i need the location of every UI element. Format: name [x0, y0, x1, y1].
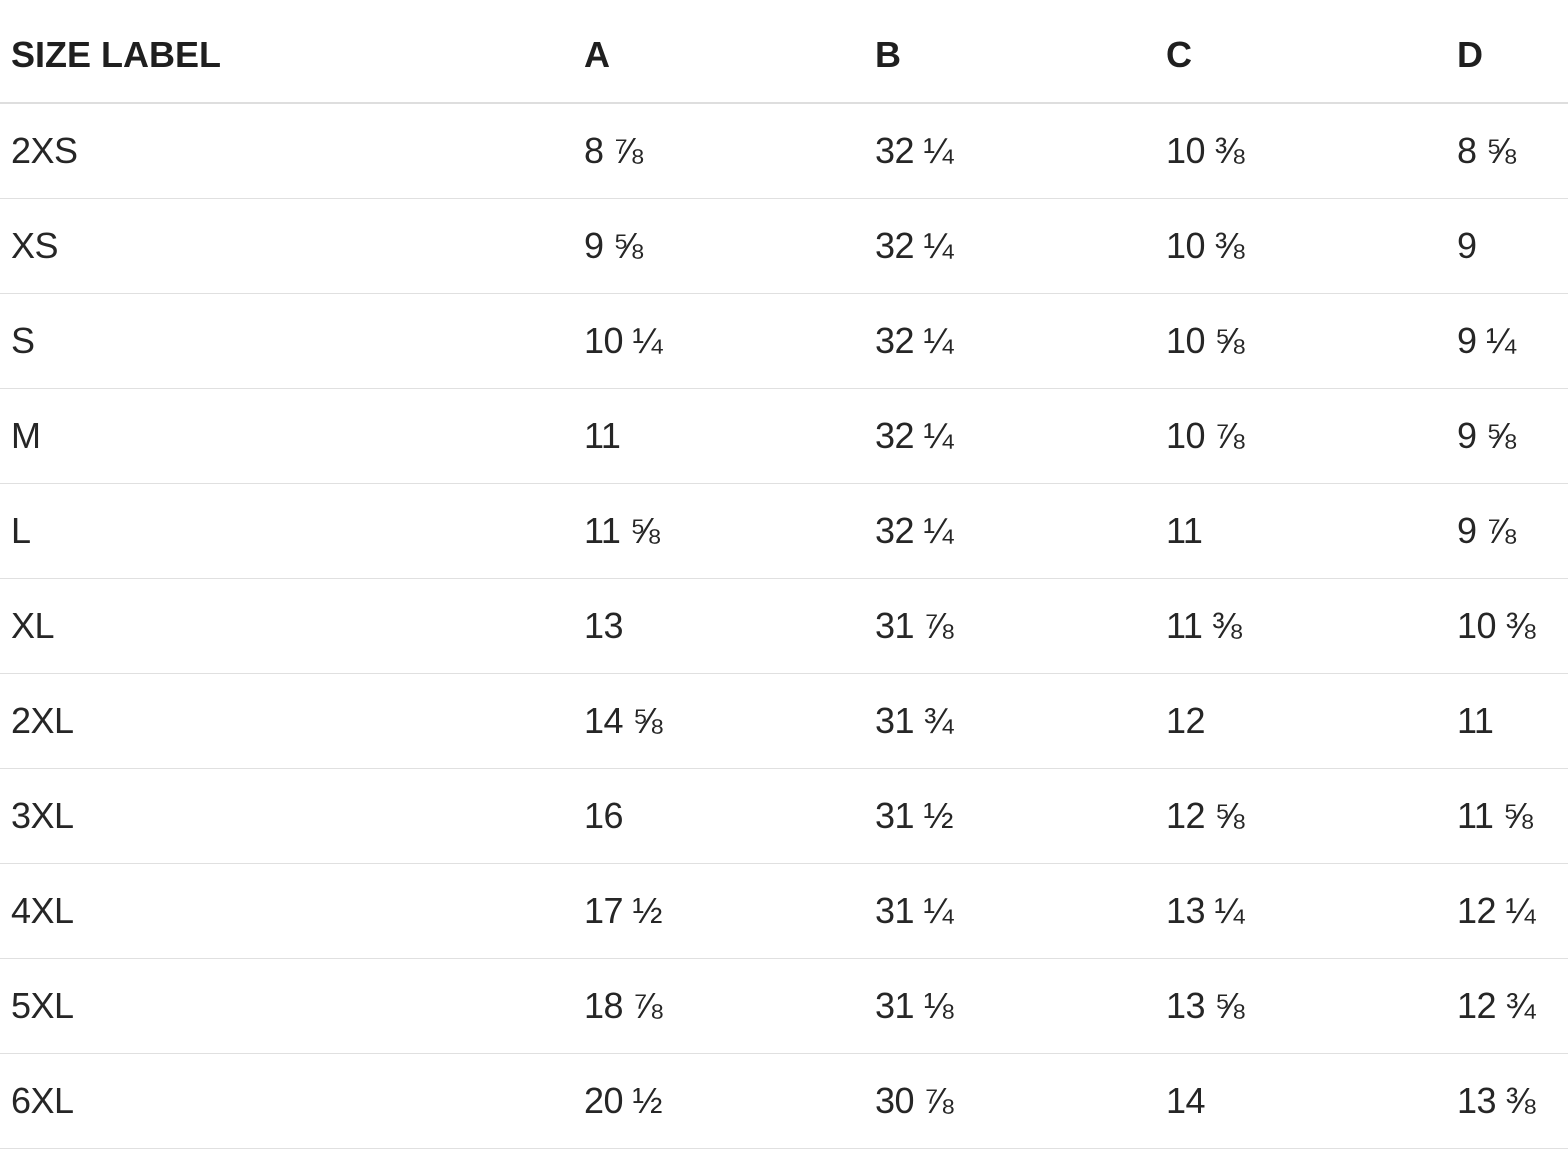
column-header-a: A — [584, 37, 610, 73]
column-header-size-label: SIZE LABEL — [11, 37, 222, 73]
table-row: L 11 ⅝ 32 ¼ 11 9 ⅞ — [0, 484, 1568, 579]
table-row: 3XL 16 31 ½ 12 ⅝ 11 ⅝ — [0, 769, 1568, 864]
table-row: 5XL 18 ⅞ 31 ⅛ 13 ⅝ 12 ¾ — [0, 959, 1568, 1054]
row-value-a: 8 ⅞ — [584, 133, 643, 169]
row-value-b: 31 ⅛ — [875, 988, 954, 1024]
row-value-d: 9 ¼ — [1457, 323, 1516, 359]
row-size-label: 2XL — [11, 703, 74, 739]
table-header-row: SIZE LABEL A B C D — [0, 0, 1568, 104]
table-row: S 10 ¼ 32 ¼ 10 ⅝ 9 ¼ — [0, 294, 1568, 389]
table-body: 2XS 8 ⅞ 32 ¼ 10 ⅜ 8 ⅝ XS 9 ⅝ 32 ¼ 10 ⅜ 9… — [0, 104, 1568, 1149]
row-value-b: 31 ¼ — [875, 893, 954, 929]
table-row: M 11 32 ¼ 10 ⅞ 9 ⅝ — [0, 389, 1568, 484]
row-value-b: 31 ⅞ — [875, 608, 954, 644]
row-size-label: L — [11, 513, 31, 549]
row-value-b: 32 ¼ — [875, 513, 954, 549]
row-size-label: M — [11, 418, 41, 454]
row-value-d: 8 ⅝ — [1457, 133, 1516, 169]
row-value-d: 9 — [1457, 228, 1477, 264]
row-value-c: 13 ¼ — [1166, 893, 1245, 929]
row-value-a: 11 — [584, 418, 621, 454]
table-row: 2XS 8 ⅞ 32 ¼ 10 ⅜ 8 ⅝ — [0, 104, 1568, 199]
row-value-a: 20 ½ — [584, 1083, 663, 1119]
row-value-b: 30 ⅞ — [875, 1083, 954, 1119]
row-value-c: 14 — [1166, 1083, 1206, 1119]
column-header-b: B — [875, 37, 901, 73]
row-value-d: 13 ⅜ — [1457, 1083, 1536, 1119]
row-value-c: 13 ⅝ — [1166, 988, 1245, 1024]
row-value-c: 10 ⅞ — [1166, 418, 1245, 454]
row-size-label: 5XL — [11, 988, 74, 1024]
row-value-c: 10 ⅜ — [1166, 133, 1245, 169]
row-size-label: 2XS — [11, 133, 78, 169]
row-value-a: 16 — [584, 798, 624, 834]
row-value-d: 11 ⅝ — [1457, 798, 1533, 834]
row-size-label: 6XL — [11, 1083, 74, 1119]
row-value-c: 12 — [1166, 703, 1206, 739]
row-value-d: 11 — [1457, 703, 1494, 739]
row-size-label: 4XL — [11, 893, 74, 929]
row-value-c: 11 — [1166, 513, 1203, 549]
table-row: XS 9 ⅝ 32 ¼ 10 ⅜ 9 — [0, 199, 1568, 294]
row-value-d: 10 ⅜ — [1457, 608, 1536, 644]
row-value-a: 14 ⅝ — [584, 703, 663, 739]
row-size-label: 3XL — [11, 798, 74, 834]
row-size-label: XL — [11, 608, 55, 644]
row-value-b: 32 ¼ — [875, 228, 954, 264]
row-value-a: 13 — [584, 608, 624, 644]
row-value-d: 9 ⅞ — [1457, 513, 1516, 549]
row-value-a: 9 ⅝ — [584, 228, 643, 264]
table-row: 2XL 14 ⅝ 31 ¾ 12 11 — [0, 674, 1568, 769]
column-header-d: D — [1457, 37, 1483, 73]
row-value-d: 9 ⅝ — [1457, 418, 1516, 454]
row-value-b: 31 ¾ — [875, 703, 954, 739]
column-header-c: C — [1166, 37, 1192, 73]
row-size-label: XS — [11, 228, 59, 264]
row-value-a: 18 ⅞ — [584, 988, 663, 1024]
row-value-d: 12 ¼ — [1457, 893, 1536, 929]
row-value-a: 10 ¼ — [584, 323, 663, 359]
row-value-c: 10 ⅜ — [1166, 228, 1245, 264]
row-value-a: 17 ½ — [584, 893, 663, 929]
table-row: 4XL 17 ½ 31 ¼ 13 ¼ 12 ¼ — [0, 864, 1568, 959]
row-value-c: 10 ⅝ — [1166, 323, 1245, 359]
row-value-c: 12 ⅝ — [1166, 798, 1245, 834]
row-value-b: 31 ½ — [875, 798, 954, 834]
row-value-b: 32 ¼ — [875, 133, 954, 169]
row-value-a: 11 ⅝ — [584, 513, 660, 549]
row-value-d: 12 ¾ — [1457, 988, 1536, 1024]
row-value-c: 11 ⅜ — [1166, 608, 1242, 644]
row-size-label: S — [11, 323, 35, 359]
table-row: XL 13 31 ⅞ 11 ⅜ 10 ⅜ — [0, 579, 1568, 674]
row-value-b: 32 ¼ — [875, 418, 954, 454]
row-value-b: 32 ¼ — [875, 323, 954, 359]
table-row: 6XL 20 ½ 30 ⅞ 14 13 ⅜ — [0, 1054, 1568, 1149]
